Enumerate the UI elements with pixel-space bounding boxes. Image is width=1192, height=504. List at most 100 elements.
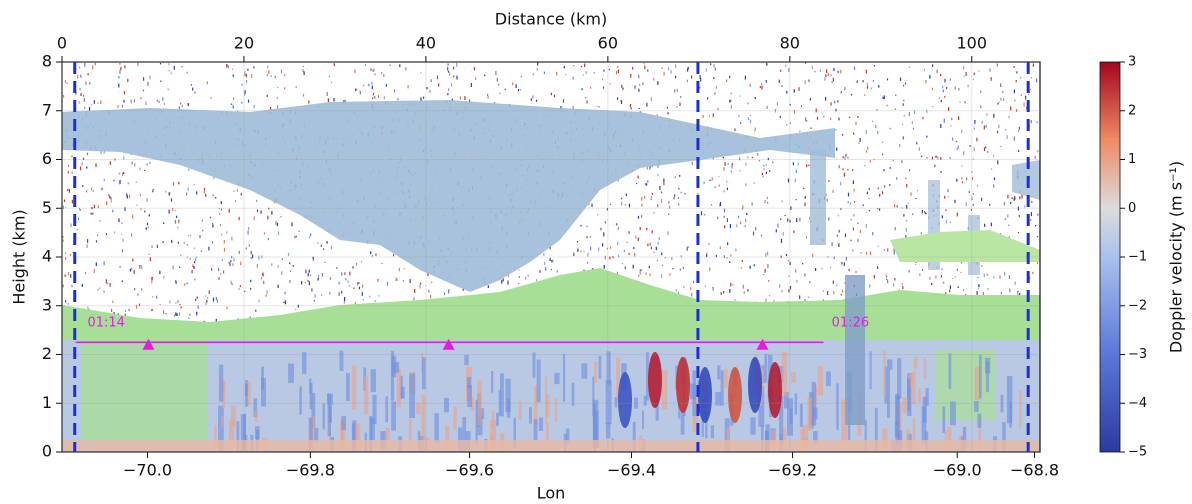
speckle [712, 287, 714, 291]
colorbar-tick-label: −5 [1128, 445, 1147, 460]
speckle [666, 106, 668, 109]
speckle [1026, 106, 1028, 110]
speckle [831, 242, 833, 247]
speckle [709, 179, 711, 181]
velocity-streak [783, 391, 789, 409]
velocity-streak [491, 371, 494, 393]
speckle [597, 214, 599, 216]
speckle [499, 92, 501, 95]
speckle [132, 214, 134, 219]
speckle [730, 254, 732, 257]
speckle [719, 202, 722, 206]
speckle [1029, 277, 1031, 280]
speckle [308, 269, 310, 273]
speckle [326, 92, 328, 96]
speckle [912, 127, 915, 130]
speckle [79, 67, 81, 69]
speckle [980, 105, 982, 109]
speckle [268, 70, 270, 75]
speckle [793, 230, 795, 233]
speckle [194, 91, 196, 94]
speckle [65, 256, 67, 260]
speckle [896, 177, 898, 180]
speckle [487, 94, 489, 96]
speckle [549, 257, 551, 261]
speckle [260, 210, 262, 214]
speckle [989, 68, 991, 72]
speckle [825, 193, 827, 196]
speckle [767, 264, 769, 268]
velocity-streak [554, 372, 560, 385]
speckle [628, 231, 630, 234]
speckle [358, 282, 360, 284]
speckle [835, 128, 837, 131]
speckle [628, 203, 631, 208]
speckle [414, 289, 416, 293]
speckle [838, 117, 840, 121]
speckle [1032, 271, 1034, 274]
speckle [762, 175, 764, 178]
speckle [804, 80, 806, 84]
speckle [730, 92, 732, 95]
speckle [302, 65, 304, 68]
speckle [845, 256, 847, 261]
speckle [280, 216, 282, 218]
speckle [125, 310, 127, 313]
speckle [263, 280, 265, 284]
speckle [674, 194, 676, 198]
speckle [287, 253, 290, 256]
speckle [539, 270, 541, 273]
speckle [253, 216, 255, 221]
colorbar [1099, 61, 1121, 453]
velocity-streak [962, 426, 967, 452]
speckle [159, 270, 161, 275]
velocity-streak [391, 401, 396, 431]
speckle [865, 130, 867, 134]
speckle [684, 193, 686, 195]
speckle [63, 199, 66, 202]
cloud-column [810, 150, 826, 245]
speckle [915, 263, 917, 265]
speckle [231, 236, 233, 241]
speckle [602, 86, 605, 89]
speckle [859, 137, 861, 142]
speckle [231, 255, 233, 259]
speckle [705, 68, 707, 72]
speckle [650, 196, 652, 200]
speckle [576, 241, 579, 243]
speckle [230, 260, 232, 262]
speckle [745, 218, 747, 223]
speckle [957, 145, 959, 150]
speckle [612, 256, 614, 259]
speckle [852, 249, 854, 252]
speckle [971, 177, 973, 180]
speckle [209, 216, 211, 219]
speckle [797, 162, 799, 166]
speckle [152, 296, 154, 298]
speckle [174, 210, 176, 212]
speckle [231, 283, 233, 286]
speckle [1004, 218, 1006, 221]
speckle [304, 282, 307, 284]
speckle [172, 265, 174, 270]
speckle [583, 251, 585, 253]
speckle [149, 75, 151, 80]
speckle [847, 169, 849, 171]
velocity-streak [907, 378, 911, 412]
speckle [678, 203, 680, 206]
speckle [186, 192, 188, 196]
speckle [976, 184, 979, 187]
speckle [344, 99, 346, 104]
speckle [747, 102, 749, 105]
speckle [889, 127, 891, 130]
speckle [658, 237, 660, 240]
velocity-streak [598, 356, 602, 379]
speckle [133, 99, 135, 103]
speckle [719, 203, 721, 207]
velocity-streak [1000, 394, 1004, 413]
speckle [205, 301, 207, 306]
velocity-streak [288, 363, 294, 383]
speckle [794, 178, 796, 183]
speckle [1006, 135, 1008, 139]
speckle [840, 69, 842, 74]
